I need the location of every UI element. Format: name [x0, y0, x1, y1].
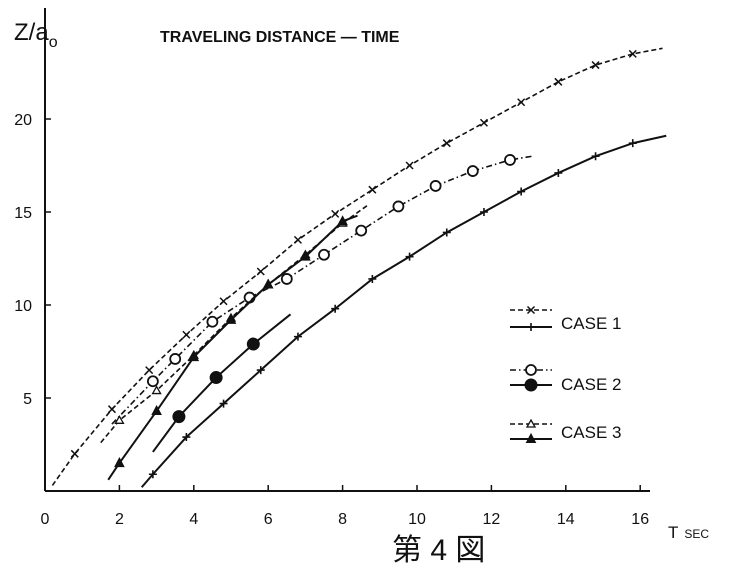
x-tick-label: 14 [557, 511, 575, 528]
data-point [368, 185, 377, 194]
data-point [280, 273, 293, 285]
data-point [151, 404, 162, 416]
series-line [51, 47, 663, 486]
data-point [256, 366, 265, 375]
data-point [337, 215, 348, 226]
data-point [182, 433, 191, 442]
legend-label-case-1: CASE 1 [561, 314, 621, 333]
data-point [256, 267, 265, 276]
x-tick-label: 0 [41, 511, 50, 528]
y-tick-label: 15 [14, 205, 32, 222]
data-point [429, 180, 442, 192]
legend-marker [525, 364, 537, 376]
y-tick-label: 10 [14, 298, 32, 315]
data-point [146, 375, 159, 388]
data-point [219, 399, 228, 408]
data-point [442, 228, 451, 237]
data-point [479, 208, 488, 216]
data-point [209, 371, 223, 385]
legend-marker [525, 432, 537, 443]
series-line [140, 134, 667, 488]
series-2 [140, 134, 667, 488]
legend-case-1: CASE 1 [510, 305, 621, 333]
data-point [405, 161, 414, 170]
data-point [368, 274, 377, 283]
data-point [442, 139, 451, 148]
y-tick-label: 20 [14, 112, 32, 129]
legend-case-2: CASE 2 [510, 364, 621, 394]
y-axis-label: Z/ao [14, 19, 58, 51]
legend-marker [525, 418, 537, 428]
legend-marker [524, 378, 538, 392]
data-point [293, 235, 302, 244]
x-tick-label: 10 [408, 511, 426, 528]
data-point [107, 405, 116, 414]
series-1 [51, 47, 663, 486]
data-point [591, 61, 600, 70]
series-6 [107, 214, 358, 481]
series-4 [152, 313, 292, 453]
data-point [466, 165, 479, 177]
legend-marker [526, 305, 536, 315]
data-point [225, 313, 237, 324]
data-point [331, 209, 340, 218]
data-point [206, 315, 219, 328]
data-point [293, 332, 302, 341]
data-point [517, 98, 526, 107]
data-point [331, 304, 340, 313]
data-point [591, 152, 600, 161]
series-3 [111, 154, 533, 425]
data-point [554, 77, 563, 86]
x-axis-label: T SEC [668, 523, 709, 542]
data-point [114, 415, 125, 424]
tick-group: 0 2 4 6 8 10 12 14 16 5 10 15 20 [14, 112, 649, 528]
legend-marker [527, 323, 535, 331]
data-point [188, 351, 200, 362]
data-point [405, 252, 414, 261]
data-point [318, 248, 330, 261]
data-point [70, 449, 79, 458]
data-point [169, 353, 182, 365]
data-point [517, 187, 526, 196]
data-point [246, 337, 260, 351]
y-tick-label: 5 [23, 391, 32, 408]
data-point [628, 49, 637, 58]
legend-case-3: CASE 3 [510, 418, 621, 443]
x-tick-label: 4 [189, 511, 198, 528]
x-tick-label: 8 [338, 511, 347, 528]
data-point [172, 410, 186, 424]
legend: CASE 1 CASE 2 CASE 3 [510, 305, 621, 443]
data-point [148, 470, 157, 479]
data-point [504, 154, 516, 166]
x-tick-label: 16 [631, 511, 649, 528]
series-group [51, 47, 667, 488]
data-point [628, 139, 637, 148]
data-point [392, 200, 405, 213]
axes [44, 8, 650, 492]
series-line [152, 313, 292, 453]
data-point [300, 250, 311, 261]
data-point [554, 168, 563, 177]
data-point [145, 366, 154, 375]
data-point [262, 278, 274, 289]
x-tick-label: 2 [115, 511, 124, 528]
x-tick-label: 6 [264, 511, 273, 528]
chart-title: TRAVELING DISTANCE — TIME [160, 29, 400, 46]
x-tick-label: 12 [483, 511, 501, 528]
legend-label-case-2: CASE 2 [561, 375, 621, 394]
figure-caption: 第 4 図 [392, 534, 485, 567]
data-point [114, 457, 125, 468]
legend-label-case-3: CASE 3 [561, 423, 621, 442]
data-point [479, 118, 488, 127]
data-point [151, 385, 162, 395]
data-point [355, 224, 368, 237]
data-point [219, 297, 228, 306]
data-point [182, 330, 191, 339]
